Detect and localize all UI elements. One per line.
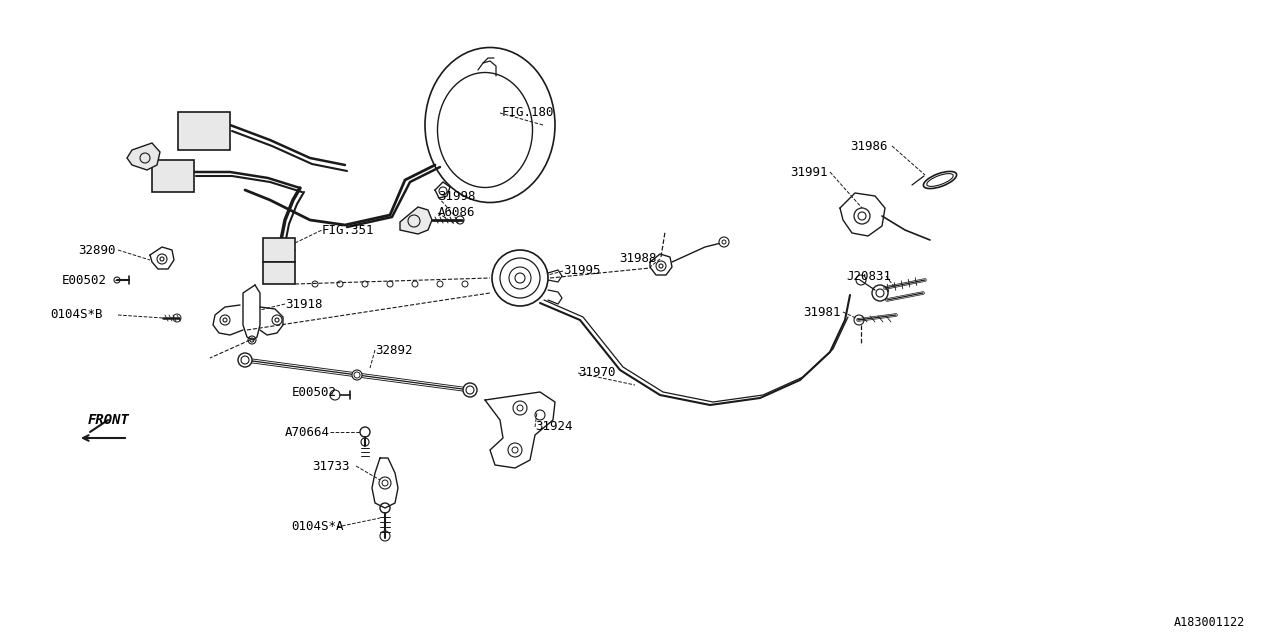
Text: A70664: A70664: [285, 426, 330, 438]
Bar: [262, 238, 294, 262]
Circle shape: [238, 353, 252, 367]
Text: 31986: 31986: [850, 140, 887, 152]
Text: 32892: 32892: [375, 344, 412, 356]
Bar: [178, 112, 230, 150]
Text: 31991: 31991: [790, 166, 827, 179]
Text: FIG.180: FIG.180: [502, 106, 554, 120]
Text: 31981: 31981: [803, 305, 841, 319]
Text: 31918: 31918: [285, 298, 323, 310]
Text: FIG.351: FIG.351: [323, 223, 375, 237]
Text: E00502: E00502: [61, 273, 108, 287]
Bar: [262, 262, 294, 284]
Polygon shape: [399, 207, 433, 234]
Text: E00502: E00502: [292, 387, 337, 399]
Text: 0104S*A: 0104S*A: [291, 520, 343, 534]
Text: 31924: 31924: [535, 420, 572, 433]
Text: 0104S*B: 0104S*B: [50, 308, 102, 321]
Text: 31970: 31970: [579, 367, 616, 380]
Text: 31995: 31995: [563, 264, 600, 278]
Text: FRONT: FRONT: [88, 413, 129, 427]
Text: 31998: 31998: [438, 191, 475, 204]
Bar: [152, 160, 195, 192]
Text: J20831: J20831: [846, 269, 891, 282]
Polygon shape: [127, 143, 160, 170]
Circle shape: [719, 237, 730, 247]
Text: 31988: 31988: [620, 253, 657, 266]
Text: 32890: 32890: [78, 243, 115, 257]
Circle shape: [463, 383, 477, 397]
Text: A6086: A6086: [438, 207, 475, 220]
Text: A183001122: A183001122: [1174, 616, 1245, 630]
Text: 31733: 31733: [312, 460, 349, 472]
Circle shape: [352, 370, 362, 380]
